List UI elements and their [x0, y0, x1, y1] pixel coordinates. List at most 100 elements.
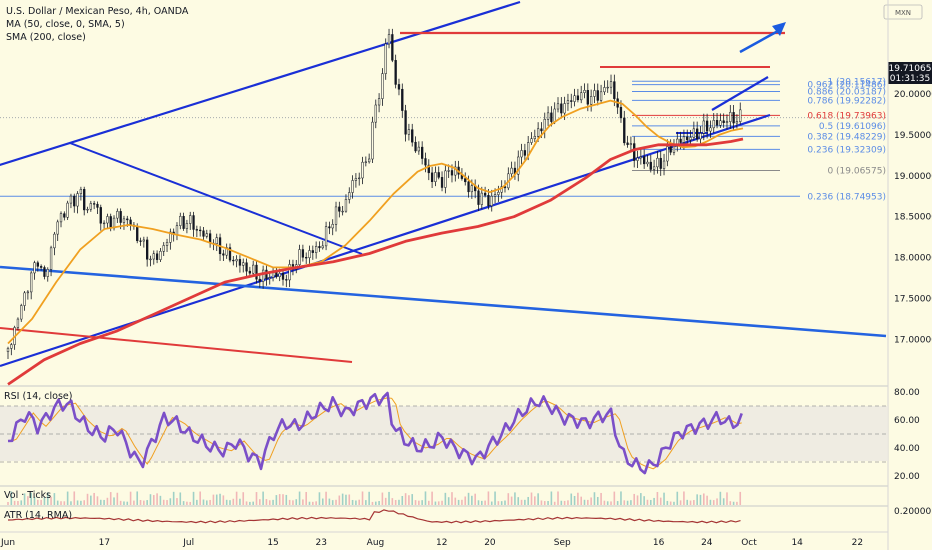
volume-bar — [37, 499, 39, 505]
candle-body — [411, 129, 414, 143]
volume-bar — [497, 501, 500, 505]
volume-bar — [139, 500, 142, 505]
volume-bar — [391, 498, 394, 505]
volume-bar — [553, 501, 556, 505]
time-tick-label: 16 — [653, 538, 665, 548]
candle-body — [39, 266, 43, 268]
volume-bar — [103, 499, 105, 505]
volume-bar — [610, 501, 612, 505]
volume-bar — [106, 497, 109, 505]
volume-bar — [676, 491, 679, 505]
currency-chip[interactable] — [883, 4, 923, 20]
volume-bar — [653, 497, 655, 505]
candle-body — [348, 192, 351, 200]
rsi-panel[interactable]: 80.00 60.00 40.00 20.00 — [0, 388, 920, 482]
candle-body — [83, 189, 86, 211]
price-tick-label: 18.00000 — [894, 254, 932, 264]
candle-body — [652, 166, 656, 170]
fib-label-0: 0 (19.06575) — [827, 166, 886, 176]
volume-bar — [507, 493, 510, 505]
volume-bar — [146, 500, 148, 505]
candle-body — [86, 208, 89, 211]
volume-bar — [567, 500, 569, 505]
rsi-tick-label: 40.00 — [894, 444, 920, 454]
volume-bar — [196, 499, 198, 505]
long-descending-line[interactable] — [0, 265, 887, 338]
rsi-signal-line — [8, 397, 742, 470]
projection-arrow-head[interactable] — [772, 22, 786, 36]
fib-label-0.5: 0.5 (19.61096) — [819, 122, 886, 132]
fib-label-0.382: 0.382 (19.48229) — [807, 132, 886, 142]
candle-body — [99, 207, 102, 224]
volume-bar — [262, 491, 264, 505]
candle-body — [116, 211, 119, 219]
volume-bar — [689, 500, 692, 505]
volume-bar — [732, 501, 735, 505]
sma200-line[interactable] — [7, 137, 744, 386]
candle-body — [636, 157, 639, 161]
candle-body — [656, 157, 659, 168]
candle-body — [672, 146, 676, 153]
candle-body — [228, 247, 232, 261]
atr-legend[interactable]: ATR (14, RMA) — [4, 510, 72, 521]
volume-bar — [444, 492, 447, 505]
candle-body — [480, 192, 483, 205]
candle-body — [609, 81, 613, 88]
candle-body — [536, 128, 540, 137]
candle-body — [394, 60, 397, 85]
candle-body — [232, 259, 235, 262]
volume-bar — [381, 492, 384, 505]
extra-level-label: 0.236 (18.74953) — [807, 192, 886, 202]
volume-bar — [341, 493, 344, 505]
candle-body — [626, 142, 629, 145]
candle-body — [613, 81, 616, 99]
volume-legend[interactable]: Vol · Ticks — [4, 490, 51, 501]
volume-bar — [600, 492, 602, 505]
sma200-legend[interactable]: SMA (200, close) — [6, 32, 86, 43]
volume-bar — [119, 500, 122, 505]
atr-tick-label: 0.20000 — [894, 507, 931, 517]
candle-body — [633, 143, 636, 161]
candle-body — [49, 247, 53, 270]
candle-body — [440, 177, 444, 188]
volume-bar — [736, 501, 738, 505]
candle-body — [589, 96, 593, 105]
volume-bar — [318, 492, 321, 505]
ma50-line[interactable] — [7, 99, 744, 345]
candle-body — [6, 348, 10, 352]
candle-body — [596, 90, 599, 101]
volume-bar — [494, 491, 496, 505]
volume-bar — [202, 499, 205, 505]
volume-bar — [464, 496, 467, 505]
candle-body — [427, 164, 430, 174]
red-support-line[interactable] — [0, 327, 353, 363]
volume-bar — [222, 495, 225, 505]
volume-bar — [394, 500, 397, 505]
volume-bar — [27, 496, 29, 505]
time-axis[interactable]: Jun 17 Jul 15 23 Aug 12 20 Sep 16 24 Oct 14 22 — [0, 538, 863, 548]
upper-channel-line[interactable] — [0, 0, 521, 168]
candle-body — [560, 103, 563, 114]
descending-wedge-line[interactable] — [69, 142, 363, 255]
candle-body — [122, 218, 126, 223]
candle-body — [686, 136, 689, 141]
candle-body — [222, 253, 225, 256]
candle-body — [318, 246, 321, 249]
symbol-title[interactable]: U.S. Dollar / Mexican Peso, 4h, OANDA — [6, 6, 189, 17]
rsi-legend[interactable]: RSI (14, close) — [4, 391, 72, 402]
price-axis[interactable]: 20.00000 19.50000 19.00000 18.50000 18.00000… — [894, 90, 932, 345]
ma50-legend[interactable]: MA (50, close, 0, SMA, 5) — [6, 19, 125, 30]
candle-body — [248, 270, 252, 274]
candle-body — [705, 120, 709, 132]
rsi-line[interactable] — [7, 391, 743, 475]
projection-arrow-line[interactable] — [739, 29, 779, 54]
candle-body — [305, 257, 308, 259]
candle-body — [202, 230, 205, 237]
candle-body — [725, 121, 729, 123]
time-tick-label: 15 — [267, 538, 278, 548]
volume-bar — [527, 496, 529, 505]
time-tick-label: 22 — [852, 538, 863, 548]
triangle-upper-line[interactable] — [711, 76, 769, 111]
candle-body — [722, 120, 725, 123]
atr-panel: 0.20000 — [7, 507, 931, 524]
